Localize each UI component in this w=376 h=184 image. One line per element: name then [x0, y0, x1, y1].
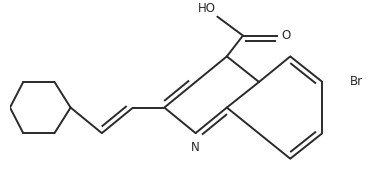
Text: N: N	[191, 141, 200, 154]
Text: HO: HO	[197, 2, 215, 15]
Text: Br: Br	[350, 75, 363, 89]
Text: O: O	[282, 29, 291, 42]
